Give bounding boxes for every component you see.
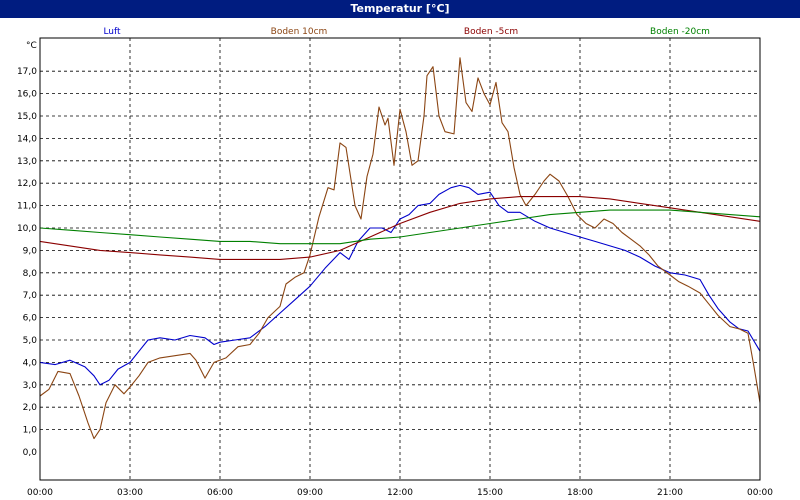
grid	[40, 38, 760, 480]
y-tick-label: 0,0	[23, 448, 38, 458]
x-tick-time: 06:00	[207, 488, 233, 498]
y-tick-label: 16,0	[17, 90, 37, 100]
legend-entry: Boden 10cm	[271, 27, 328, 37]
x-tick-time: 03:00	[117, 488, 143, 498]
y-axis-unit-label: °C	[26, 41, 37, 51]
y-tick-label: 11,0	[17, 202, 37, 212]
plot-frame	[39, 37, 761, 481]
series-line-boden-10cm	[39, 57, 761, 440]
y-tick-label: 2,0	[23, 403, 38, 413]
series-line-boden-20cm	[39, 209, 761, 245]
y-tick-label: 13,0	[17, 157, 37, 167]
y-tick-label: 15,0	[17, 112, 37, 122]
y-tick-label: 6,0	[23, 314, 38, 324]
y-tick-label: 5,0	[23, 336, 38, 346]
x-tick-time: 12:00	[387, 488, 413, 498]
series-line-luft	[39, 184, 761, 386]
legend-entry: Luft	[103, 27, 121, 37]
y-tick-label: 10,0	[17, 224, 37, 234]
x-tick-time: 15:00	[477, 488, 503, 498]
x-tick-time: 00:00	[747, 488, 773, 498]
y-tick-label: 14,0	[17, 134, 37, 144]
chart: °C 0,0 1,0 2,0 3,0 4,0 5,0 6,0 7,0 8,0 9,0 10,0 11,…	[17, 27, 773, 498]
chart-title: Temperatur [°C]	[0, 0, 800, 18]
legend-entry: Boden -20cm	[650, 27, 710, 37]
y-tick-label: 8,0	[23, 269, 38, 279]
x-tick-time: 00:00	[27, 488, 53, 498]
x-tick-time: 09:00	[297, 488, 323, 498]
x-tick-time: 18:00	[567, 488, 593, 498]
y-axis-ticks: 0,0 1,0 2,0 3,0 4,0 5,0 6,0 7,0 8,0 9,0 10,0 11,0 12…	[17, 67, 37, 458]
y-tick-label: 3,0	[23, 381, 38, 391]
x-axis-ticks: 00:0006.05.2103:0006.05.2106:0006.05.210…	[27, 488, 773, 498]
y-tick-label: 17,0	[17, 67, 37, 77]
y-tick-label: 4,0	[23, 358, 38, 368]
y-tick-label: 12,0	[17, 179, 37, 189]
x-tick-time: 21:00	[657, 488, 683, 498]
y-tick-label: 1,0	[23, 426, 38, 436]
y-tick-label: 9,0	[23, 246, 38, 256]
y-tick-label: 7,0	[23, 291, 38, 301]
legend: Luft Boden 10cm Boden -5cm Boden -20cm	[103, 27, 710, 37]
series-line-boden-5cm	[39, 196, 761, 260]
series-lines	[39, 57, 761, 440]
legend-entry: Boden -5cm	[464, 27, 518, 37]
